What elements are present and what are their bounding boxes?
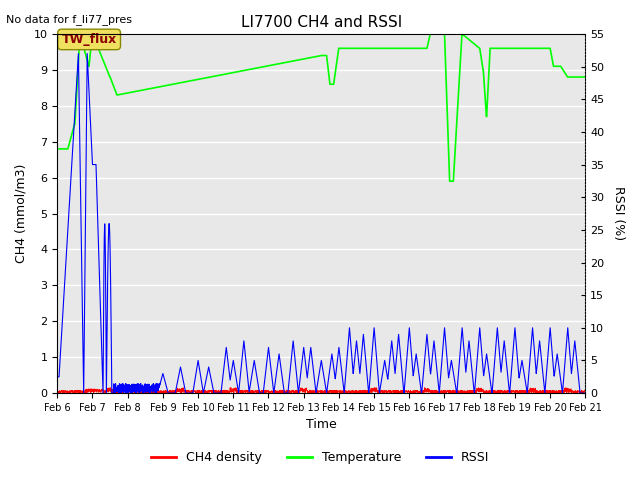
Y-axis label: RSSI (%): RSSI (%) (612, 186, 625, 240)
Text: TW_flux: TW_flux (61, 33, 116, 46)
Y-axis label: CH4 (mmol/m3): CH4 (mmol/m3) (15, 164, 28, 263)
Legend: CH4 density, Temperature, RSSI: CH4 density, Temperature, RSSI (146, 446, 494, 469)
X-axis label: Time: Time (306, 419, 337, 432)
Text: No data for f_li77_pres: No data for f_li77_pres (6, 14, 132, 25)
Title: LI7700 CH4 and RSSI: LI7700 CH4 and RSSI (241, 15, 402, 30)
